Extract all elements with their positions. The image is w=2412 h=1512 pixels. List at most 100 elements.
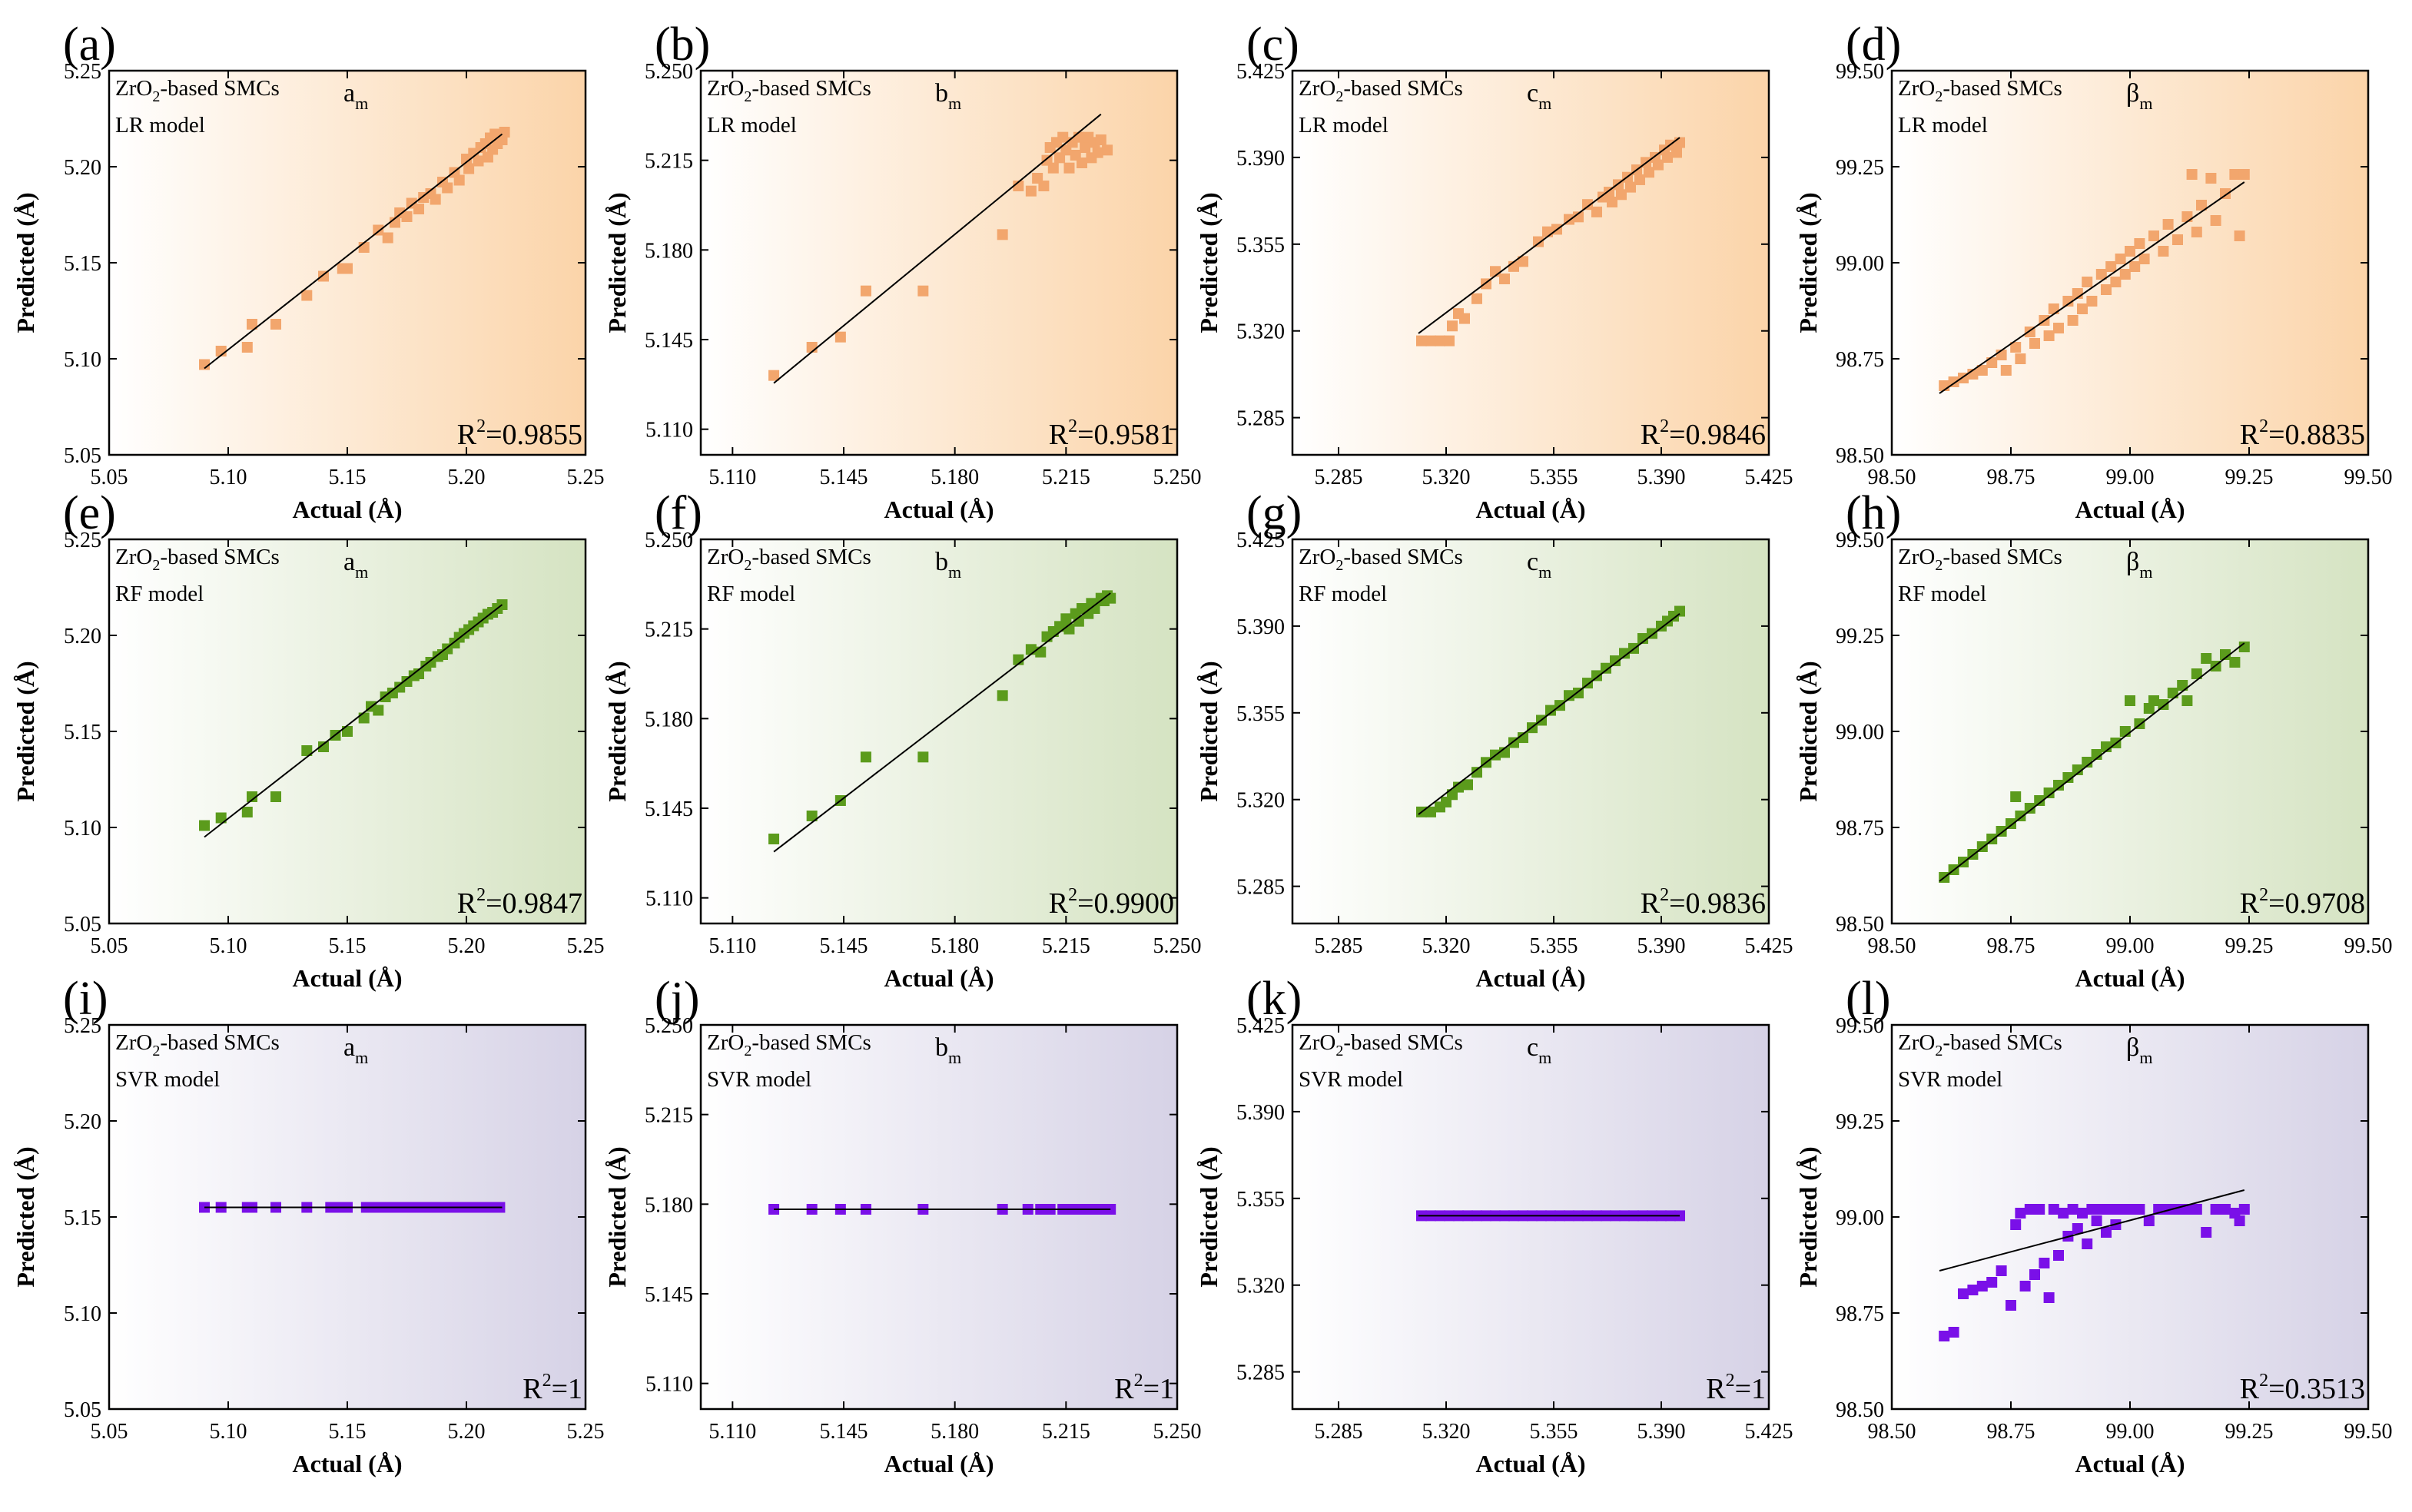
panel-i-model-label: SVR model: [115, 1067, 220, 1092]
panel-j-dataset-label: ZrO2-based SMCs: [707, 1030, 871, 1059]
panel-b-ytick-label: 5.180: [645, 239, 693, 263]
data-point: [2167, 688, 2178, 698]
panel-i-x-axis-title: Actual (Å): [292, 1450, 402, 1477]
panel-b-dataset-label: ZrO2-based SMCs: [707, 76, 871, 105]
panel-d: 98.50 98.75 99.00 99.25 99.50 98.50 98.75 99.00…: [1794, 18, 2393, 523]
panel-h-frame: [1890, 538, 2370, 925]
data-point: [1533, 236, 1544, 247]
data-point: [2162, 1204, 2174, 1215]
panel-g-ytick-label: 5.355: [1236, 702, 1285, 726]
data-point: [1976, 1281, 1988, 1292]
data-point: [2205, 173, 2217, 184]
data-point: [1073, 615, 1084, 627]
panel-i-ytick-label: 5.20: [64, 1110, 101, 1134]
panel-i-xtick-label: 5.25: [567, 1420, 605, 1444]
data-point: [1634, 174, 1645, 185]
panel-j-ytick-label: 5.215: [645, 1104, 693, 1128]
data-point: [1564, 690, 1574, 701]
panel-k-r2-label: R2=1: [1706, 1371, 1766, 1405]
panel-d-ytick-label: 98.75: [1836, 348, 1884, 372]
panel-b-ytick-label: 5.215: [645, 150, 693, 174]
panel-l-points: [1939, 1204, 2250, 1341]
panel-b-y-axis-title: Predicted (Å): [603, 192, 631, 333]
data-point: [2101, 1227, 2112, 1238]
data-point: [247, 319, 257, 330]
panel-k-param-symbol: cm: [1527, 1033, 1551, 1067]
data-point: [2158, 246, 2169, 257]
data-point: [1939, 1331, 1950, 1341]
data-point: [2058, 1208, 2069, 1219]
panel-f-xtick-label: 5.110: [708, 934, 756, 958]
panel-k-xtick-label: 5.320: [1422, 1420, 1471, 1444]
panel-g-param-symbol: cm: [1527, 548, 1551, 582]
panel-h-x-axis-title: Actual (Å): [2075, 964, 2185, 992]
data-point: [2234, 1215, 2245, 1226]
data-point: [2162, 219, 2174, 230]
data-point: [997, 690, 1008, 701]
data-point: [2043, 330, 2055, 341]
panel-c-param-symbol: cm: [1527, 79, 1551, 113]
data-point: [1986, 357, 1998, 368]
panel-h-ytick-label: 99.25: [1836, 625, 1884, 648]
panel-k-points: [1416, 1210, 1685, 1222]
data-point: [2105, 1204, 2117, 1215]
data-point: [2119, 269, 2131, 280]
panel-e-ytick-label: 5.25: [64, 529, 101, 552]
data-point: [1462, 779, 1473, 791]
panel-b-xtick-label: 5.145: [820, 466, 868, 489]
panel-g-xtick-label: 5.390: [1637, 934, 1686, 958]
data-point: [2148, 695, 2159, 706]
panel-c-model-label: LR model: [1299, 113, 1388, 138]
panel-h-param-symbol: βm: [2126, 548, 2152, 582]
panel-f-dataset-label: ZrO2-based SMCs: [707, 545, 871, 574]
data-point: [1542, 226, 1553, 237]
panel-f-ytick-label: 5.250: [645, 529, 693, 552]
panel-g-xtick-label: 5.285: [1315, 934, 1363, 958]
panel-b-ytick-label: 5.110: [645, 419, 693, 443]
panel-i-ytick-label: 5.05: [64, 1398, 101, 1422]
panel-g-y-axis-title: Predicted (Å): [1195, 661, 1223, 801]
panel-c-ytick-label: 5.390: [1236, 147, 1285, 171]
data-point: [2201, 653, 2212, 664]
panel-b-ytick-label: 5.250: [645, 60, 693, 84]
data-point: [270, 791, 281, 802]
panel-b-points: [768, 131, 1113, 381]
panel-a-frame: [108, 69, 587, 456]
panel-i-plot-area: [109, 1025, 586, 1409]
panel-j-x-axis-title: Actual (Å): [884, 1450, 994, 1477]
panel-j-model-label: SVR model: [707, 1067, 811, 1092]
panel-d-x-axis-title: Actual (Å): [2075, 496, 2185, 523]
data-point: [1035, 646, 1047, 658]
data-point: [473, 155, 484, 167]
panel-d-ytick-label: 99.00: [1836, 252, 1884, 276]
data-point: [2134, 238, 2145, 249]
panel-h-xtick-label: 99.00: [2106, 934, 2155, 958]
panel-a-model-label: LR model: [115, 113, 205, 138]
data-point: [2238, 1204, 2250, 1215]
panel-c-ytick-label: 5.425: [1236, 60, 1285, 84]
panel-k-ytick-label: 5.320: [1236, 1275, 1285, 1298]
panel-d-frame: [1890, 69, 2370, 456]
data-point: [1619, 648, 1630, 659]
data-point: [2181, 211, 2193, 222]
panel-d-ytick-label: 99.50: [1836, 60, 1884, 84]
data-point: [2091, 1215, 2102, 1226]
data-point: [2082, 757, 2093, 768]
data-point: [1077, 158, 1087, 168]
panel-a-xtick-label: 5.15: [329, 466, 367, 489]
panel-l-xtick-label: 98.75: [1987, 1420, 2035, 1444]
panel-l-ytick-label: 99.25: [1836, 1110, 1884, 1134]
panel-a-ytick-label: 5.10: [64, 348, 101, 372]
data-point: [2072, 1223, 2083, 1234]
panel-c-xtick-label: 5.425: [1745, 466, 1793, 489]
panel-k-dataset-label: ZrO2-based SMCs: [1299, 1030, 1463, 1059]
data-point: [2238, 169, 2250, 180]
data-point: [2034, 795, 2045, 806]
data-point: [215, 812, 227, 824]
data-point: [1471, 293, 1482, 304]
panel-d-points: [1939, 169, 2250, 391]
data-point: [1591, 670, 1602, 681]
data-point: [1674, 137, 1685, 148]
panel-a-param-symbol: am: [343, 79, 368, 113]
data-point: [373, 705, 384, 716]
